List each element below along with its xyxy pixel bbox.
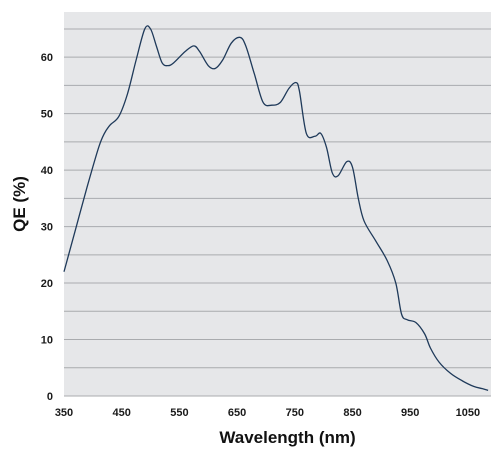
plot-area	[64, 12, 491, 396]
x-tick-label: 550	[170, 407, 188, 419]
y-tick-label: 20	[41, 278, 53, 290]
x-axis-ticks: 350 450 550 650 750 850 950 1050	[55, 407, 480, 419]
x-tick-label: 350	[55, 407, 73, 419]
y-tick-label: 40	[41, 165, 53, 177]
y-axis-ticks: 0 10 20 30 40 50 60	[41, 52, 53, 403]
x-tick-label: 450	[113, 407, 131, 419]
x-tick-label: 650	[228, 407, 246, 419]
series-lines	[63, 25, 489, 391]
x-tick-label: 1050	[456, 407, 480, 419]
y-tick-label: 10	[41, 335, 53, 347]
x-tick-label: 750	[286, 407, 304, 419]
gridlines	[64, 28, 491, 397]
y-tick-label: 60	[41, 52, 53, 64]
y-tick-label: 30	[41, 222, 53, 234]
y-axis-title: QE (%)	[10, 176, 29, 232]
y-tick-label: 0	[47, 391, 53, 403]
x-axis-title: Wavelength (nm)	[219, 428, 355, 447]
series-line-0	[63, 25, 489, 391]
y-tick-label: 50	[41, 109, 53, 121]
x-tick-label: 850	[343, 407, 361, 419]
x-tick-label: 950	[401, 407, 419, 419]
